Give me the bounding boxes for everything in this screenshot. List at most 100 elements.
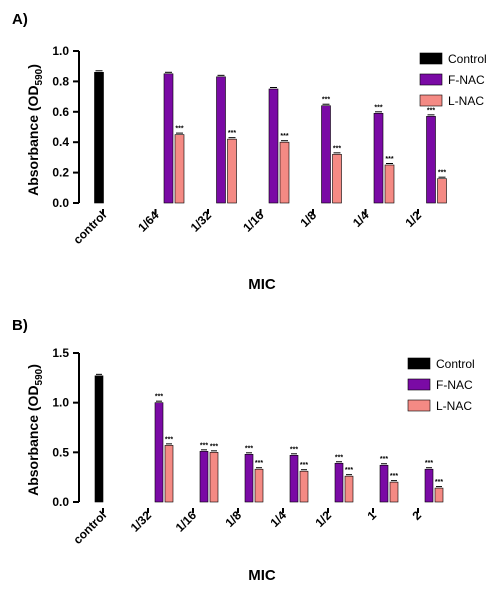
bar-l-nac-1-2 [344, 475, 354, 503]
x-tick-label: 1 [364, 508, 379, 523]
bar-l-nac-1-16 [279, 141, 290, 204]
significance-marker: *** [165, 436, 173, 443]
significance-marker: *** [300, 462, 308, 469]
y-tick-label: 0.0 [52, 495, 69, 509]
legend-label: L-NAC [436, 399, 472, 413]
legend-swatch [407, 357, 431, 370]
significance-marker: *** [200, 442, 208, 449]
significance-marker: *** [374, 104, 382, 111]
x-tick-label: 1/16 [173, 508, 200, 535]
y-axis-label-subscript: 590 [34, 68, 45, 85]
x-tick-label: control [70, 208, 109, 247]
y-tick-label: 0.4 [52, 135, 69, 149]
bar-l-nac-1-2 [437, 178, 447, 204]
significance-marker: *** [435, 479, 443, 486]
x-tick-label: 1/32 [128, 508, 155, 535]
legend-swatch [419, 52, 443, 65]
significance-marker: *** [322, 97, 330, 104]
y-axis-label-close: ) [25, 364, 41, 369]
bar-f-nac-1-32 [216, 76, 226, 204]
bar-f-nac-1-4 [289, 455, 299, 503]
x-tick-label: 1/2 [402, 208, 424, 230]
chart-panel-a: A) 0.0 0.2 0.4 0.6 0.8 1.0 Absorbance (OD590) co… [12, 11, 487, 293]
y-axis-label-subscript: 590 [34, 368, 45, 385]
panel-label: B) [12, 317, 28, 334]
significance-marker: *** [335, 454, 343, 461]
bar-f-nac-1-32 [154, 402, 164, 503]
x-axis-label: MIC [248, 567, 276, 584]
significance-marker: *** [390, 473, 398, 480]
x-tick-label: 1/64 [135, 208, 162, 235]
significance-marker: *** [290, 446, 298, 453]
x-tick-label: 1/16 [240, 208, 267, 235]
bar-l-nac-2 [434, 487, 444, 503]
y-axis-label-main: Absorbance (OD [25, 85, 41, 195]
bar-control-control [94, 375, 104, 503]
legend: Control F-NAC L-NAC [419, 52, 487, 108]
bar-l-nac-1-4 [384, 164, 395, 204]
legend: Control F-NAC L-NAC [407, 357, 475, 413]
bar-l-nac-1 [389, 481, 399, 503]
x-tick-label: 2 [409, 508, 424, 523]
significance-marker: *** [280, 133, 288, 140]
y-axis-label-main: Absorbance (OD [25, 385, 41, 495]
y-tick-label: 0.5 [52, 445, 69, 459]
bar-f-nac-1-2 [426, 116, 436, 204]
bar-l-nac-1-32 [164, 445, 174, 503]
x-tick-label: control [70, 508, 109, 547]
x-tick-label: 1/32 [188, 208, 215, 235]
x-tick-label: 1/2 [312, 508, 334, 530]
legend-label: L-NAC [448, 94, 484, 108]
legend-label: Control [448, 52, 487, 66]
legend-swatch [419, 73, 443, 86]
x-tick-label: 1/4 [350, 208, 372, 230]
significance-marker: *** [380, 456, 388, 463]
significance-marker: *** [175, 126, 183, 133]
y-tick-label: 0.8 [52, 74, 69, 88]
significance-marker: *** [255, 460, 263, 467]
y-axis-label-close: ) [25, 64, 41, 69]
x-tick-label: 1/8 [222, 508, 244, 530]
bar-l-nac-1-8 [332, 154, 342, 204]
x-tick-label: 1/8 [297, 208, 319, 230]
y-tick-label: 0.2 [52, 166, 69, 180]
y-tick-label: 0.6 [52, 105, 69, 119]
significance-marker: *** [385, 156, 393, 163]
bar-f-nac-1-16 [268, 88, 279, 204]
bar-f-nac-2 [424, 468, 434, 503]
bar-l-nac-1-8 [254, 468, 264, 503]
y-tick-label: 1.5 [52, 346, 69, 360]
significance-marker: *** [425, 460, 433, 467]
bar-f-nac-1-8 [321, 105, 331, 204]
y-tick-label: 0.0 [52, 196, 69, 210]
bar-l-nac-1-4 [299, 470, 309, 503]
significance-marker: *** [245, 445, 253, 452]
significance-marker: *** [438, 170, 446, 177]
bar-f-nac-1 [379, 464, 389, 503]
significance-marker: *** [427, 107, 435, 114]
bar-f-nac-1-16 [199, 451, 209, 503]
bar-f-nac-1-4 [373, 113, 384, 204]
y-axis-label: Absorbance (OD590) [25, 364, 45, 496]
legend-swatch [407, 378, 431, 391]
bar-control-control [94, 71, 104, 204]
legend-label: Control [436, 357, 475, 371]
legend-label: F-NAC [448, 73, 485, 87]
panel-label: A) [12, 11, 28, 28]
x-axis-label: MIC [248, 276, 276, 293]
x-tick-label: 1/4 [267, 508, 289, 530]
legend-label: F-NAC [436, 378, 473, 392]
bar-f-nac-1-8 [244, 454, 254, 503]
bar-f-nac-1-64 [163, 73, 174, 204]
significance-marker: *** [333, 145, 341, 152]
bar-l-nac-1-16 [209, 452, 219, 503]
y-tick-label: 1.0 [52, 396, 69, 410]
bar-l-nac-1-32 [227, 138, 237, 204]
significance-marker: *** [210, 443, 218, 450]
legend-swatch [419, 94, 443, 107]
y-axis-label: Absorbance (OD590) [25, 64, 45, 196]
significance-marker: *** [155, 394, 163, 401]
bar-l-nac-1-64 [174, 134, 185, 204]
